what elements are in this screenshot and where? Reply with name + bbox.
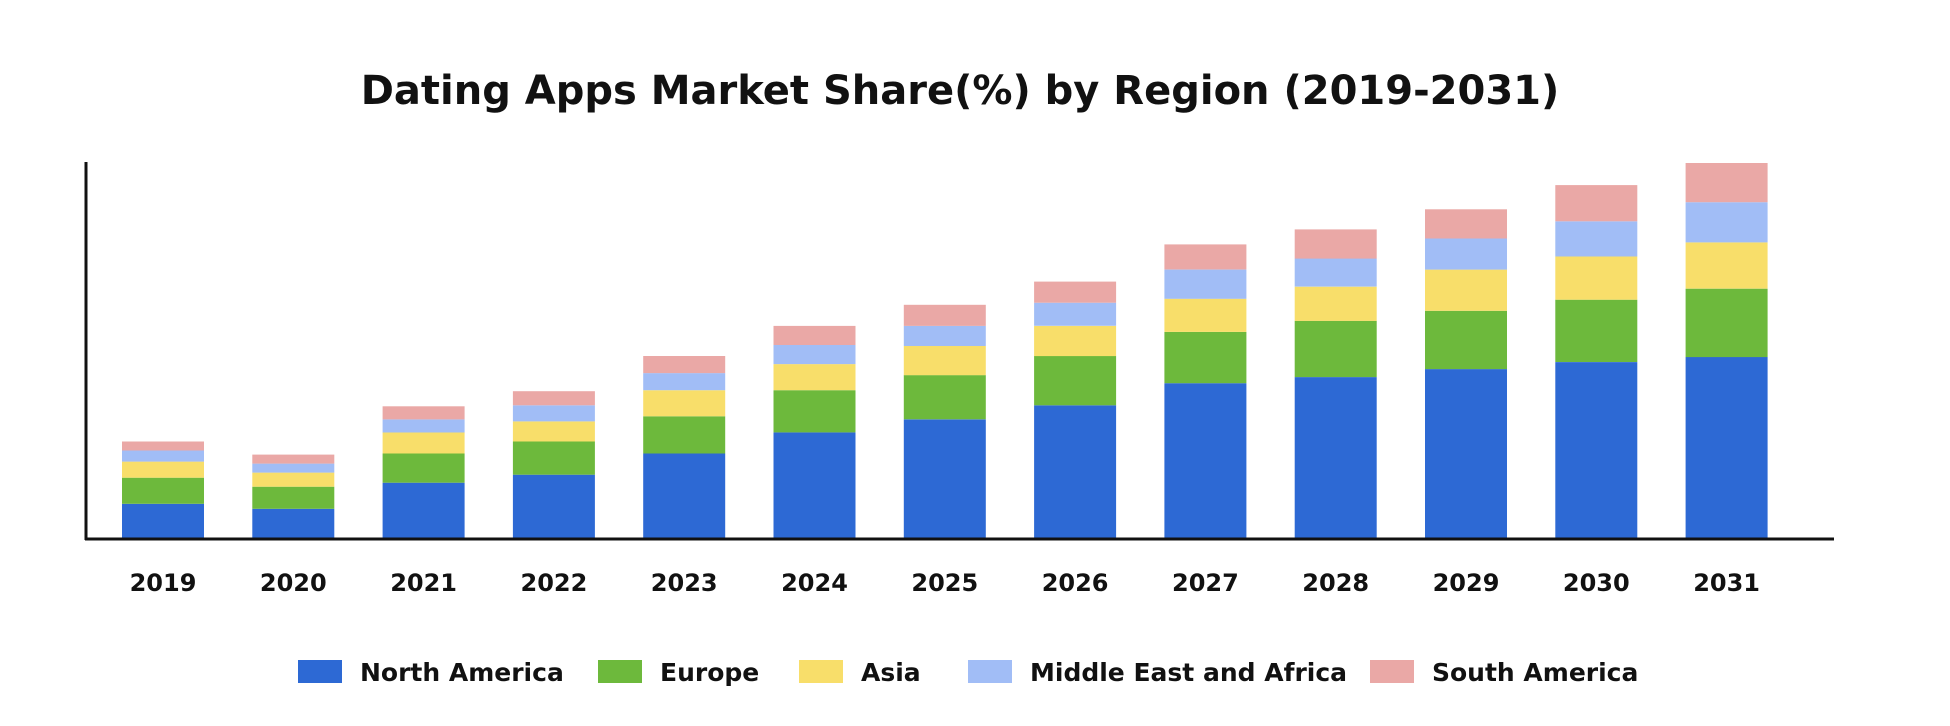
bar-2024-series-2 [773,364,856,391]
bar-2029-series-3 [1425,238,1507,270]
legend-label: Europe [660,658,759,687]
x-tick-label: 2027 [1172,569,1239,597]
bar-2028-series-2 [1294,286,1377,321]
x-tick-label: 2030 [1563,569,1630,597]
bar-2030-series-4 [1555,185,1638,222]
bar-2024-series-0 [773,432,856,539]
bar-2023-series-0 [643,453,726,539]
bar-2021-series-0 [382,482,465,539]
bar-2025-series-3 [903,325,986,346]
legend-swatch [968,660,1012,683]
bar-2030-series-1 [1555,299,1638,362]
bar-2021-series-3 [382,419,465,433]
bar-2022-series-1 [512,441,595,475]
bar-2031-series-0 [1685,357,1768,539]
bar-2020-series-1 [252,486,335,509]
bar-2026-series-2 [1034,325,1117,357]
bar-2021-series-1 [382,453,465,483]
bar-2023-series-3 [643,373,726,391]
legend: North America Europe Asia Middle East and A… [298,658,1638,687]
bar-2029-series-2 [1425,269,1507,311]
bars-group [122,163,1768,539]
legend-label: South America [1432,658,1638,687]
bar-2023-series-1 [643,416,726,454]
bar-2030-series-2 [1555,256,1638,300]
bar-2027-series-0 [1164,383,1247,539]
x-tick-label: 2020 [260,569,327,597]
bar-2025-series-1 [903,375,986,420]
bar-2029-series-4 [1425,209,1507,239]
bar-2020-series-4 [252,454,335,464]
chart-title: Dating Apps Market Share(%) by Region (2… [361,68,1560,114]
bar-2027-series-3 [1164,269,1247,299]
x-tick-label: 2026 [1042,569,1109,597]
bar-2023-series-4 [643,356,726,374]
bar-2022-series-2 [512,421,595,442]
legend-swatch [598,660,642,683]
bar-2028-series-4 [1294,229,1377,259]
bar-2028-series-0 [1294,377,1377,539]
bar-2026-series-1 [1034,356,1117,406]
bar-2026-series-0 [1034,405,1117,539]
bar-2025-series-2 [903,346,986,376]
bar-2019-series-1 [122,477,204,504]
bar-2020-series-2 [252,472,335,487]
bar-2029-series-0 [1425,369,1507,539]
bar-2031-series-3 [1685,202,1768,243]
bar-2019-series-2 [122,461,204,478]
x-tick-label: 2028 [1302,569,1369,597]
bar-2031-series-4 [1685,163,1768,203]
legend-label: Asia [861,658,921,687]
x-tick-label: 2021 [390,569,457,597]
bar-2025-series-0 [903,419,986,539]
bar-2027-series-1 [1164,331,1247,384]
legend-label: North America [360,658,564,687]
bar-2024-series-3 [773,345,856,365]
bar-2026-series-4 [1034,281,1117,303]
legend-swatch [799,660,843,683]
bar-2024-series-4 [773,325,856,345]
x-axis-ticks: 2019 2020 2021 2022 2023 2024 2025 2026 2027 2028… [130,569,1760,597]
legend-swatch [298,660,342,683]
bar-2022-series-3 [512,405,595,422]
x-tick-label: 2031 [1693,569,1760,597]
bar-2019-series-4 [122,441,204,451]
bar-2027-series-4 [1164,244,1247,270]
bar-2020-series-0 [252,508,335,539]
x-tick-label: 2022 [521,569,588,597]
bar-2019-series-3 [122,450,204,462]
bar-2022-series-4 [512,391,595,406]
bar-2028-series-3 [1294,258,1377,287]
x-tick-label: 2023 [651,569,718,597]
bar-2031-series-1 [1685,288,1768,358]
bar-2024-series-1 [773,390,856,433]
x-tick-label: 2019 [130,569,197,597]
bar-2026-series-3 [1034,302,1117,326]
legend-label: Middle East and Africa [1030,658,1347,687]
bar-2021-series-4 [382,406,465,420]
bar-2027-series-2 [1164,298,1247,332]
bar-2025-series-4 [903,304,986,326]
bar-2021-series-2 [382,432,465,454]
x-tick-label: 2029 [1433,569,1500,597]
bar-2020-series-3 [252,463,335,473]
bar-2031-series-2 [1685,242,1768,289]
x-tick-label: 2025 [911,569,978,597]
bar-2022-series-0 [512,474,595,539]
bar-2028-series-1 [1294,320,1377,378]
bar-2030-series-0 [1555,362,1638,539]
bar-2023-series-2 [643,390,726,417]
bar-2019-series-0 [122,503,204,539]
x-tick-label: 2024 [781,569,848,597]
bar-2029-series-1 [1425,310,1507,370]
legend-swatch [1370,660,1414,683]
bar-2030-series-3 [1555,221,1638,257]
